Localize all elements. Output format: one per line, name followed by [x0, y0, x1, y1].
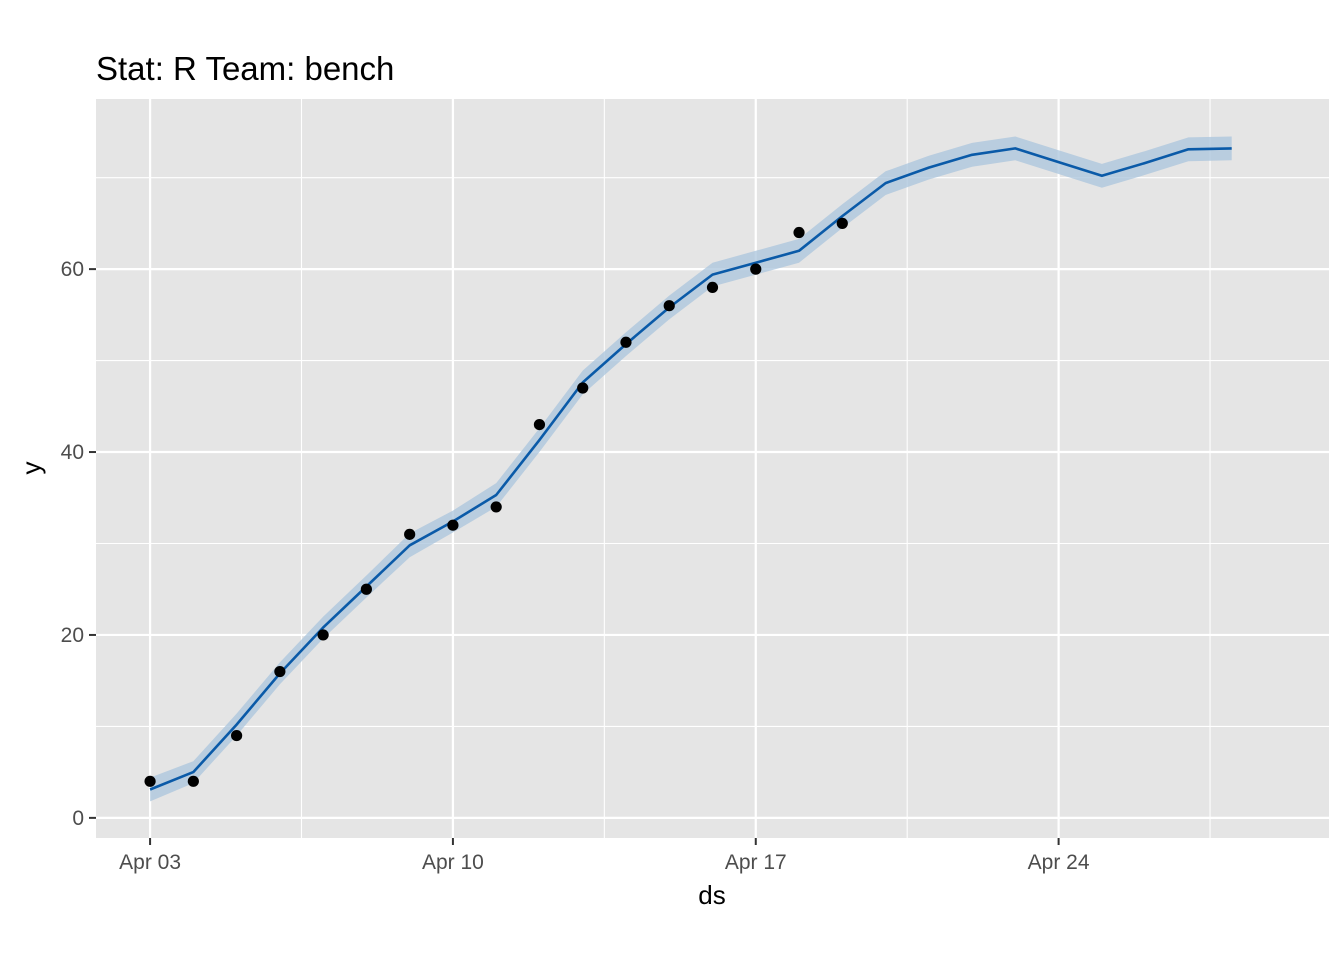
y-tick-label: 60 — [61, 258, 84, 281]
data-point — [793, 226, 805, 239]
data-point — [144, 775, 156, 787]
forecast-line-layer — [149, 147, 1232, 791]
major-gridlines — [96, 99, 1329, 838]
x-tick-label: Apr 17 — [725, 851, 787, 874]
data-point — [317, 629, 329, 641]
x-axis-tick-labels: Apr 03 Apr 10 Apr 17 Apr 24 — [119, 851, 1090, 874]
data-point — [360, 583, 372, 595]
minor-gridlines — [96, 99, 1329, 838]
x-tick-label: Apr 03 — [119, 851, 181, 874]
data-point — [187, 775, 199, 787]
data-point — [706, 281, 719, 294]
data-point — [620, 336, 632, 348]
y-axis-title: y — [16, 462, 46, 475]
y-tick-label: 20 — [61, 624, 84, 647]
data-point — [404, 528, 416, 540]
data-point — [231, 729, 243, 742]
x-tick-label: Apr 10 — [422, 851, 484, 874]
x-tick-label: Apr 24 — [1028, 851, 1090, 874]
y-axis-tick-labels: 0 20 40 60 — [61, 258, 84, 830]
data-point — [750, 263, 762, 275]
axis-ticks — [89, 268, 1060, 845]
data-point — [577, 382, 589, 394]
data-point — [663, 300, 675, 312]
observed-points-layer — [144, 217, 848, 787]
data-point — [274, 665, 286, 678]
x-axis-title: ds — [698, 880, 725, 910]
forecast-line — [149, 147, 1232, 791]
y-tick-label: 0 — [72, 807, 84, 830]
data-point — [447, 519, 459, 531]
data-point — [836, 217, 848, 229]
plot-panel — [96, 99, 1329, 838]
data-point — [533, 418, 546, 431]
y-tick-label: 40 — [61, 441, 84, 464]
chart-title: Stat: R Team: bench — [96, 50, 394, 87]
data-point — [490, 501, 502, 513]
